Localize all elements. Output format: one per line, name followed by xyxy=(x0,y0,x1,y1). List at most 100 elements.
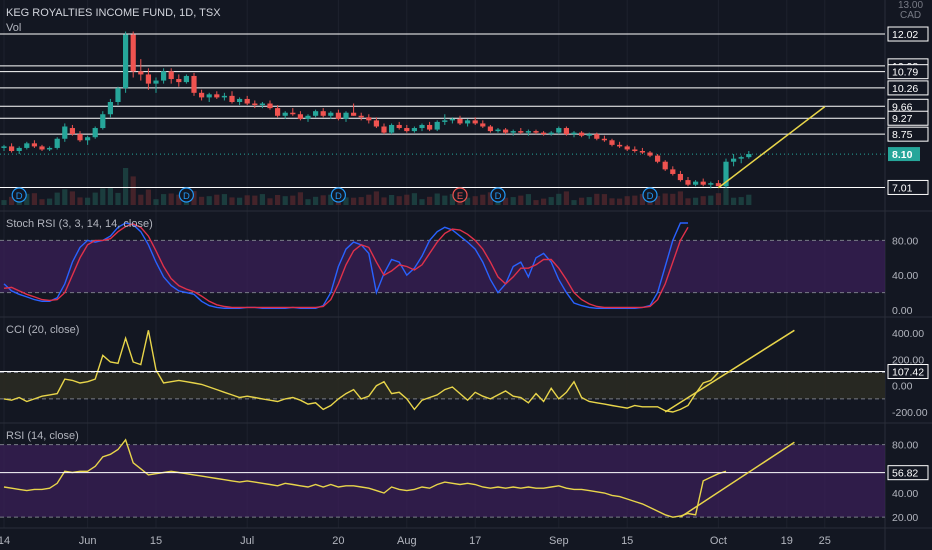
volume-bar xyxy=(632,195,638,205)
volume-bar xyxy=(92,192,98,205)
candle-body xyxy=(16,147,22,151)
candle-body xyxy=(594,134,600,139)
rsi-trendline xyxy=(679,441,795,518)
volume-bar xyxy=(54,192,60,205)
cci-trendline xyxy=(664,329,795,413)
cci-current-label: 107.42 xyxy=(892,367,924,379)
candle-body xyxy=(617,144,623,147)
volume-bar xyxy=(708,195,714,205)
candle-body xyxy=(297,114,303,119)
volume-bar xyxy=(624,196,630,205)
candle-body xyxy=(381,126,387,133)
volume-bar xyxy=(130,176,136,205)
time-axis-label: 20 xyxy=(332,535,344,547)
price-level-label-box xyxy=(887,179,929,195)
volume-bar xyxy=(328,194,334,205)
currency-label: CAD xyxy=(900,10,921,21)
candle-body xyxy=(9,146,15,151)
dividend-marker xyxy=(11,187,27,203)
candle-body xyxy=(449,118,455,121)
candle-body xyxy=(191,75,197,93)
price-level-label: 9.66 xyxy=(892,101,913,113)
earnings-marker-label: E xyxy=(457,191,463,202)
volume-bar xyxy=(69,191,75,205)
volume-bar xyxy=(404,194,410,205)
time-axis-label: 15 xyxy=(621,535,633,547)
candle-body xyxy=(693,181,699,185)
candle-body xyxy=(708,183,714,185)
volume-bar xyxy=(381,197,387,205)
candle-body xyxy=(525,131,531,133)
candle-body xyxy=(69,128,75,135)
rsi-axis-tick: 80.00 xyxy=(892,440,918,452)
candle-body xyxy=(31,143,37,147)
candle-body xyxy=(563,128,569,135)
cci-title: CCI (20, close) xyxy=(6,324,80,336)
volume-bar xyxy=(419,199,425,205)
volume-bar xyxy=(533,200,539,205)
volume-bar xyxy=(85,197,91,205)
candle-body xyxy=(259,103,265,106)
time-axis-label: 25 xyxy=(819,535,831,547)
volume-bar xyxy=(39,199,45,205)
candle-body xyxy=(244,98,250,104)
stoch-axis-tick: 0.00 xyxy=(892,305,913,317)
volume-bar xyxy=(723,186,729,205)
stoch-axis-tick: 80.00 xyxy=(892,235,918,247)
earnings-marker xyxy=(452,187,468,203)
stoch-axis-tick: 40.00 xyxy=(892,270,918,282)
rsi-title: RSI (14, close) xyxy=(6,430,79,442)
candle-body xyxy=(396,124,402,129)
volume-bar xyxy=(601,194,607,205)
dividend-marker xyxy=(642,187,658,203)
candle-body xyxy=(442,120,448,122)
candle-body xyxy=(518,131,524,133)
candle-body xyxy=(275,108,281,116)
price-level-label: 10.26 xyxy=(892,83,918,95)
volume-bar xyxy=(548,197,554,205)
volume-bar xyxy=(731,197,737,205)
time-axis-label: 14 xyxy=(0,535,10,547)
candle-body xyxy=(305,115,311,119)
volume-bar xyxy=(100,188,106,205)
candle-body xyxy=(214,94,220,98)
volume-bar xyxy=(541,198,547,205)
candle-body xyxy=(107,102,113,115)
candle-body xyxy=(161,71,167,81)
candle-body xyxy=(677,173,683,181)
volume-bar xyxy=(320,195,326,205)
symbol-title: KEG ROYALTIES INCOME FUND, 1D, TSX xyxy=(6,7,221,19)
candle-body xyxy=(47,147,53,150)
candle-body xyxy=(404,128,410,132)
volume-bar xyxy=(396,196,402,205)
dividend-marker-label: D xyxy=(183,191,190,202)
volume-bar xyxy=(579,197,585,205)
volume-bar xyxy=(609,198,615,205)
volume-bar xyxy=(77,197,83,205)
candle-body xyxy=(389,124,395,133)
cci-series-line xyxy=(3,330,719,413)
candle-body xyxy=(571,132,577,135)
candle-body xyxy=(115,88,121,102)
time-axis-label: Oct xyxy=(710,535,727,547)
price-level-label-box xyxy=(887,126,929,142)
dividend-marker-label: D xyxy=(16,191,23,202)
volume-label: Vol xyxy=(6,22,22,34)
volume-bar xyxy=(563,191,569,205)
candle-body xyxy=(54,138,60,148)
candle-body xyxy=(419,124,425,129)
volume-bar xyxy=(237,197,243,205)
volume-bar xyxy=(229,197,235,205)
volume-bar xyxy=(267,198,273,205)
price-level-label-box xyxy=(887,64,929,80)
volume-bar xyxy=(275,195,281,205)
candle-body xyxy=(100,114,106,129)
volume-bar xyxy=(442,195,448,205)
candle-body xyxy=(145,74,151,84)
candle-body xyxy=(85,137,91,141)
candle-body xyxy=(62,126,68,139)
candle-body xyxy=(609,140,615,145)
candle-body xyxy=(541,132,547,135)
volume-bar xyxy=(677,191,683,205)
dividend-marker-label: D xyxy=(335,191,342,202)
